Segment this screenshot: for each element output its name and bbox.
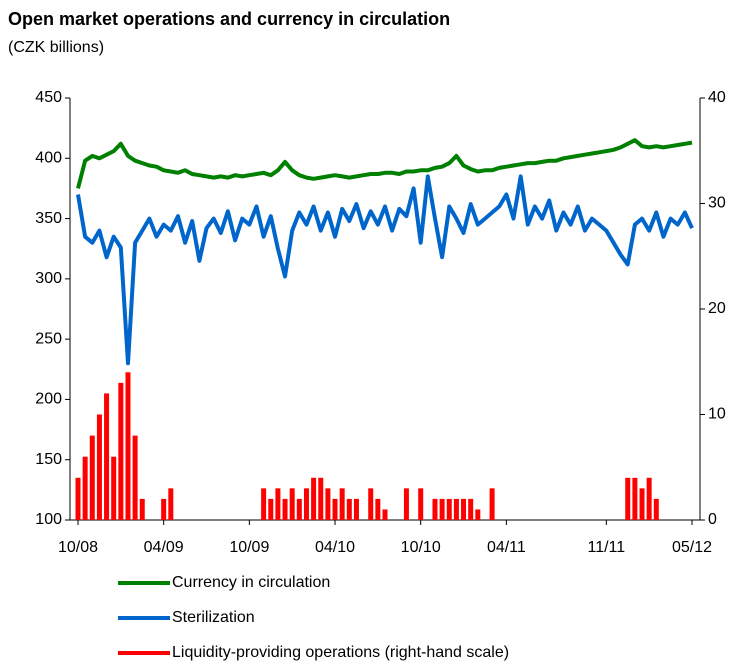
bar xyxy=(632,477,638,520)
x-tick-label: 10/08 xyxy=(58,539,98,556)
bar xyxy=(639,488,645,520)
bar xyxy=(339,488,345,520)
bar xyxy=(161,498,167,520)
bar xyxy=(132,435,138,520)
bar xyxy=(368,488,374,520)
bar xyxy=(168,488,174,520)
bar xyxy=(446,498,452,520)
bar xyxy=(89,435,95,520)
y-tick-label: 450 xyxy=(35,89,62,106)
bar xyxy=(489,488,495,520)
bar xyxy=(432,498,438,520)
x-tick-label: 10/10 xyxy=(401,539,441,556)
bar xyxy=(118,382,124,520)
bar xyxy=(332,498,338,520)
y-tick-label: 200 xyxy=(35,391,62,408)
legend-label: Sterilization xyxy=(172,609,255,626)
bar xyxy=(325,488,331,520)
y-tick-label: 350 xyxy=(35,210,62,227)
bar xyxy=(125,372,131,520)
y2-tick-label: 10 xyxy=(708,406,726,423)
y2-tick-label: 30 xyxy=(708,195,726,212)
x-tick-label: 04/11 xyxy=(487,539,526,556)
bar xyxy=(318,477,324,520)
y-tick-label: 100 xyxy=(35,511,62,528)
bar xyxy=(261,488,267,520)
bar xyxy=(382,509,388,520)
legend-label: Liquidity-providing operations (right-ha… xyxy=(172,644,509,661)
chart-subtitle: (CZK billions) xyxy=(8,39,104,56)
line-series xyxy=(76,174,694,366)
bar xyxy=(82,456,88,520)
bar xyxy=(111,456,117,520)
chart-title: Open market operations and currency in c… xyxy=(8,9,450,29)
bar xyxy=(625,477,631,520)
y2-tick-label: 20 xyxy=(708,300,726,317)
bar xyxy=(296,498,302,520)
bar xyxy=(468,498,474,520)
bar xyxy=(418,488,424,520)
legend-label: Currency in circulation xyxy=(172,574,330,591)
bar xyxy=(268,498,274,520)
bar xyxy=(96,414,102,520)
bar xyxy=(104,393,110,520)
bar xyxy=(282,498,288,520)
x-tick-label: 05/12 xyxy=(672,539,712,556)
bar xyxy=(353,498,359,520)
bar xyxy=(653,498,659,520)
bar xyxy=(375,498,381,520)
bar xyxy=(289,488,295,520)
y2-tick-label: 40 xyxy=(708,89,726,106)
y-tick-label: 400 xyxy=(35,150,62,167)
bar xyxy=(311,477,317,520)
y2-tick-label: 0 xyxy=(708,511,717,528)
y-tick-label: 300 xyxy=(35,270,62,287)
bar xyxy=(475,509,481,520)
line-series xyxy=(76,138,693,189)
bar xyxy=(275,488,281,520)
x-tick-label: 10/09 xyxy=(229,539,269,556)
bar xyxy=(453,498,459,520)
bar xyxy=(303,488,309,520)
y-tick-label: 250 xyxy=(35,330,62,347)
y-tick-label: 150 xyxy=(35,451,62,468)
x-tick-label: 11/11 xyxy=(587,539,625,556)
bar xyxy=(403,488,409,520)
bar xyxy=(75,477,81,520)
bar xyxy=(346,498,352,520)
bar xyxy=(139,498,145,520)
x-tick-label: 04/10 xyxy=(315,539,355,556)
bar xyxy=(439,498,445,520)
bar xyxy=(461,498,467,520)
bar xyxy=(646,477,652,520)
x-tick-label: 04/09 xyxy=(144,539,184,556)
